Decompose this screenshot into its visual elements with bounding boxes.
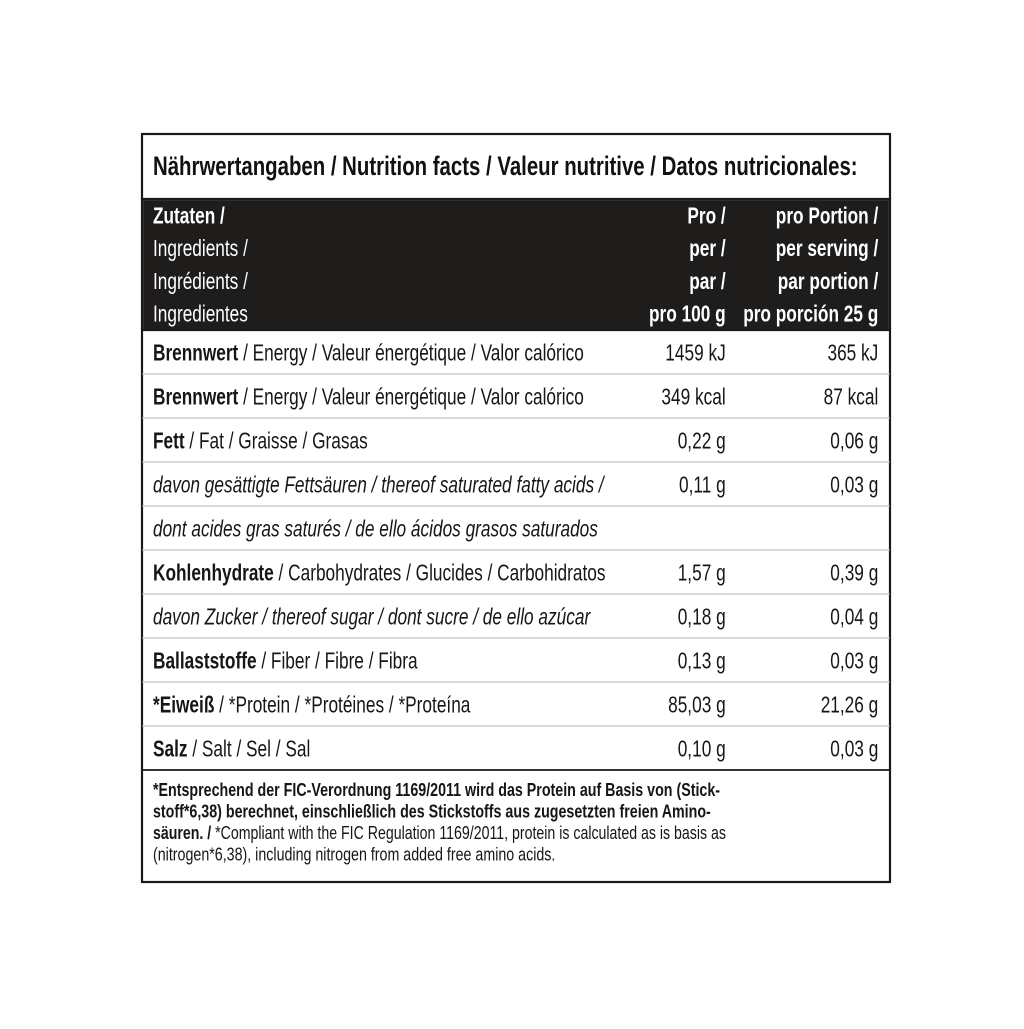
svg-text:0,22 g: 0,22 g bbox=[678, 428, 726, 454]
svg-text:0,11 g: 0,11 g bbox=[679, 472, 726, 498]
svg-text:Ingrédients /: Ingrédients / bbox=[153, 268, 248, 294]
svg-text:par portion /: par portion / bbox=[778, 268, 879, 294]
svg-text:0,04 g: 0,04 g bbox=[830, 604, 878, 630]
svg-text:Pro /: Pro / bbox=[687, 202, 726, 228]
svg-text:pro Portion /: pro Portion / bbox=[776, 202, 879, 228]
svg-text:(nitrogen*6,38), including nit: (nitrogen*6,38), including nitrogen from… bbox=[153, 845, 555, 865]
svg-text:0,03 g: 0,03 g bbox=[830, 736, 878, 762]
svg-text:Kohlenhydrate / Carbohydrates: Kohlenhydrate / Carbohydrates / Glucides… bbox=[153, 560, 606, 586]
svg-text:0,03 g: 0,03 g bbox=[830, 648, 878, 674]
svg-text:Ingredientes: Ingredientes bbox=[153, 301, 248, 327]
svg-text:davon gesättigte Fettsäuren /: davon gesättigte Fettsäuren / thereof sa… bbox=[153, 472, 606, 498]
svg-text:87 kcal: 87 kcal bbox=[824, 384, 879, 410]
svg-text:Nährwertangaben / Nutrition fa: Nährwertangaben / Nutrition facts / Vale… bbox=[153, 151, 858, 181]
svg-text:85,03 g: 85,03 g bbox=[668, 692, 726, 718]
svg-text:Brennwert / Energy / Valeur én: Brennwert / Energy / Valeur énergétique … bbox=[153, 384, 584, 410]
svg-text:Fett / Fat / Graisse / Grasas: Fett / Fat / Graisse / Grasas bbox=[153, 428, 368, 454]
svg-text:stoff*6,38) berechnet, einschl: stoff*6,38) berechnet, einschließlich de… bbox=[153, 802, 711, 822]
svg-text:par /: par / bbox=[689, 268, 726, 294]
svg-text:0,39 g: 0,39 g bbox=[830, 560, 878, 586]
svg-text:*Entsprechend der FIC-Verordnu: *Entsprechend der FIC-Verordnung 1169/20… bbox=[153, 780, 720, 800]
svg-text:Ingredients /: Ingredients / bbox=[153, 235, 248, 261]
svg-text:1,57 g: 1,57 g bbox=[678, 560, 726, 586]
svg-text:Salz / Salt / Sel / Sal: Salz / Salt / Sel / Sal bbox=[153, 736, 310, 762]
svg-text:pro porción 25 g: pro porción 25 g bbox=[743, 301, 878, 327]
svg-text:säuren. / *Compliant with the: säuren. / *Compliant with the FIC Regula… bbox=[153, 823, 726, 843]
svg-text:davon Zucker / thereof sugar /: davon Zucker / thereof sugar / dont sucr… bbox=[153, 604, 591, 630]
svg-text:21,26 g: 21,26 g bbox=[821, 692, 879, 718]
svg-text:per /: per / bbox=[689, 235, 726, 261]
svg-text:dont acides gras saturés / de: dont acides gras saturés / de ello ácido… bbox=[153, 516, 598, 542]
svg-text:0,18 g: 0,18 g bbox=[678, 604, 726, 630]
svg-text:Brennwert / Energy / Valeur én: Brennwert / Energy / Valeur énergétique … bbox=[153, 340, 584, 366]
svg-text:349 kcal: 349 kcal bbox=[661, 384, 725, 410]
svg-text:1459 kJ: 1459 kJ bbox=[665, 340, 725, 366]
svg-text:0,10 g: 0,10 g bbox=[678, 736, 726, 762]
svg-text:365 kJ: 365 kJ bbox=[828, 340, 879, 366]
svg-text:Zutaten /: Zutaten / bbox=[153, 202, 225, 228]
svg-text:per serving /: per serving / bbox=[776, 235, 879, 261]
svg-text:0,06 g: 0,06 g bbox=[830, 428, 878, 454]
svg-text:Ballaststoffe / Fiber / Fibre: Ballaststoffe / Fiber / Fibre / Fibra bbox=[153, 648, 418, 674]
svg-text:*Eiweiß / *Protein / *Protéine: *Eiweiß / *Protein / *Protéines / *Prote… bbox=[153, 692, 471, 718]
svg-text:pro 100 g: pro 100 g bbox=[649, 301, 726, 327]
svg-text:0,13 g: 0,13 g bbox=[678, 648, 726, 674]
svg-text:0,03 g: 0,03 g bbox=[830, 472, 878, 498]
